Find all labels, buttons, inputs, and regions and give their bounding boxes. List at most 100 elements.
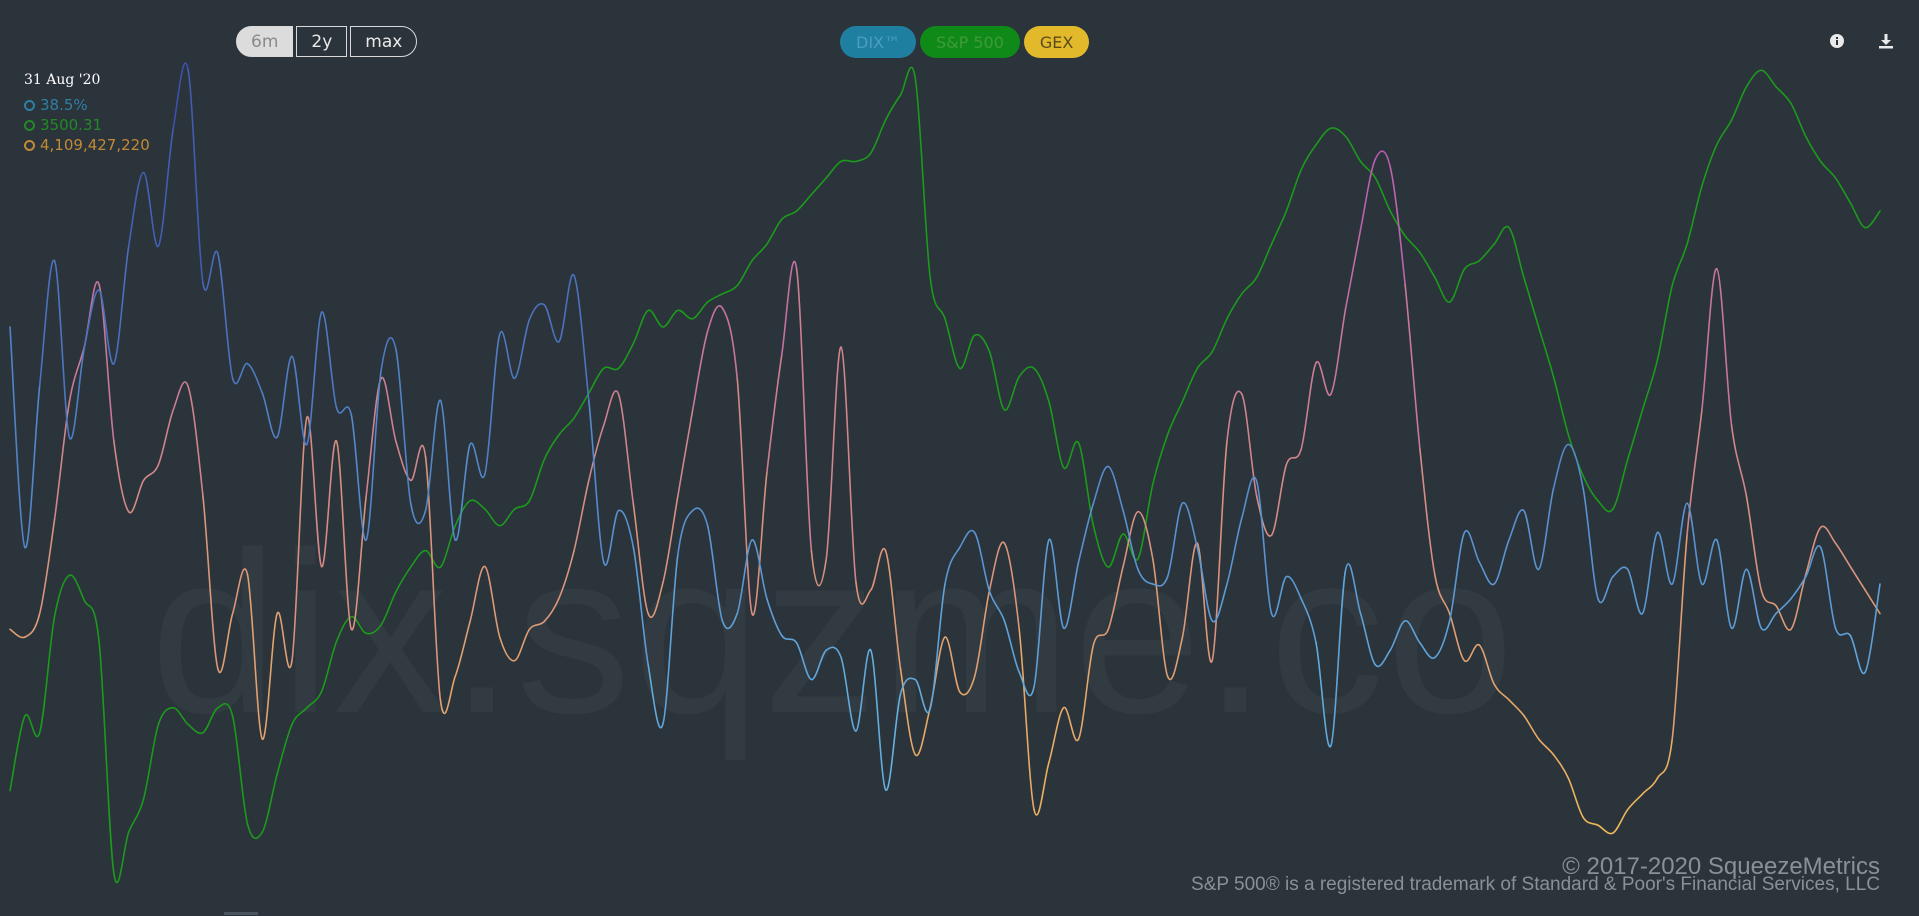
dix-line-segment-113 — [1686, 502, 1703, 585]
gex-line-segment-2 — [38, 518, 56, 615]
range-6m-button[interactable]: 6m — [236, 26, 294, 57]
spx-line-segment-14 — [216, 702, 234, 717]
gex-line-segment-109 — [1626, 793, 1644, 811]
dix-line-segment-37 — [558, 273, 575, 343]
spx-line-segment-110 — [1641, 359, 1659, 411]
dix-line-segment-73 — [1092, 465, 1110, 505]
spx-line-segment-69 — [1033, 367, 1050, 403]
dix-line-segment-67 — [1003, 619, 1021, 674]
gex-line-segment-48 — [721, 307, 739, 380]
spx-line-segment-112 — [1671, 243, 1688, 287]
dix-line-segment-2 — [38, 259, 56, 387]
spx-line-segment-59 — [884, 94, 902, 121]
gex-line-segment-9 — [142, 463, 160, 482]
spx-line-segment-73 — [1092, 524, 1110, 568]
spx-line-segment-95 — [1419, 251, 1436, 279]
dix-line-segment-28 — [424, 399, 442, 512]
navigator-handle[interactable] — [224, 912, 258, 915]
spx-line-segment-23 — [350, 615, 367, 635]
dix-line-segment-63 — [944, 546, 961, 585]
spx-line-segment-37 — [558, 417, 575, 436]
spx-line-segment-108 — [1612, 458, 1629, 510]
spx-line-segment-46 — [691, 301, 709, 320]
dix-line-segment-86 — [1285, 575, 1302, 600]
spx-line-segment-11 — [172, 707, 189, 726]
spx-line-segment-99 — [1478, 243, 1495, 262]
gex-line-segment-58 — [869, 547, 887, 591]
spx-line-segment-55 — [825, 160, 842, 179]
spx-marker-icon — [24, 119, 35, 131]
dix-line-segment-27 — [409, 502, 427, 525]
range-max-button[interactable]: max — [350, 26, 418, 57]
dix-line-segment-3 — [53, 259, 71, 438]
spx-line-segment-84 — [1255, 243, 1273, 279]
dix-line-segment-33 — [498, 330, 516, 380]
gex-line-segment-32 — [484, 565, 501, 638]
gex-line-segment-105 — [1567, 777, 1584, 819]
copyright: © 2017-2020 SqueezeMetrics — [1562, 853, 1880, 880]
gex-line-segment-108 — [1612, 808, 1629, 834]
info-icon[interactable] — [1828, 32, 1846, 50]
dix-line-segment-99 — [1478, 561, 1495, 586]
gex-line-segment-77 — [1151, 557, 1169, 678]
spx-line-segment-120 — [1790, 102, 1807, 138]
spx-line-segment-7 — [113, 831, 130, 884]
spx-line-segment-100 — [1493, 225, 1510, 245]
toggle-spx[interactable]: S&P 500 — [920, 26, 1020, 58]
gex-line-segment-65 — [973, 589, 991, 678]
dix-line-segment-7 — [113, 245, 130, 365]
dix-line-segment-117 — [1745, 568, 1763, 629]
gex-line-segment-31 — [469, 565, 486, 623]
spx-line-segment-106 — [1582, 475, 1599, 502]
gex-line-segment-36 — [543, 597, 560, 623]
dix-line-segment-97 — [1448, 531, 1466, 622]
gex-line-segment-125 — [1864, 589, 1881, 615]
dix-line-segment-50 — [751, 539, 768, 600]
gex-line-segment-3 — [53, 401, 71, 521]
gex-line-segment-88 — [1315, 360, 1332, 397]
dix-line-segment-23 — [350, 414, 367, 541]
trademark: S&P 500® is a registered trademark of St… — [1191, 874, 1880, 895]
toggle-gex[interactable]: GEX — [1023, 26, 1090, 58]
spx-line-segment-111 — [1656, 284, 1674, 361]
dix-line-segment-15 — [231, 362, 249, 385]
dix-line-segment-98 — [1463, 529, 1481, 563]
dix-line-segment-108 — [1612, 566, 1629, 578]
dix-line-segment-81 — [1211, 583, 1228, 623]
dix-line-segment-49 — [736, 539, 753, 615]
download-icon[interactable] — [1877, 32, 1895, 50]
dix-line-segment-26 — [395, 348, 412, 505]
dix-line-segment-87 — [1300, 597, 1317, 644]
gex-line-segment-96 — [1433, 573, 1451, 615]
dix-line-segment-96 — [1433, 619, 1451, 659]
dix-line-segment-66 — [988, 590, 1006, 622]
dix-line-segment-121 — [1804, 544, 1822, 578]
dix-line-segment-41 — [617, 509, 635, 549]
dix-line-segment-82 — [1226, 517, 1243, 585]
spx-line-segment-58 — [869, 119, 887, 154]
gex-line-segment-110 — [1641, 777, 1659, 795]
gex-line-segment-30 — [454, 620, 471, 678]
dix-line-segment-116 — [1730, 568, 1748, 629]
spx-line-segment-88 — [1315, 127, 1332, 146]
range-2y-button[interactable]: 2y — [296, 26, 348, 57]
dix-line-segment-6 — [98, 289, 115, 365]
dix-line-segment-110 — [1641, 531, 1659, 615]
dix-line-segment-29 — [439, 399, 457, 541]
gex-line-segment-20 — [306, 416, 323, 568]
spx-line-segment-86 — [1285, 168, 1302, 212]
dix-line-segment-95 — [1419, 642, 1436, 659]
dix-line-segment-9 — [142, 171, 160, 247]
gex-line-segment-10 — [157, 409, 175, 466]
dix-line-segment-91 — [1359, 612, 1377, 666]
toggle-dix[interactable]: DIX™ — [840, 26, 916, 58]
gex-line-segment-123 — [1834, 542, 1852, 568]
spx-line-segment-121 — [1804, 135, 1822, 163]
gex-line-segment-29 — [439, 675, 457, 715]
spx-line-segment-83 — [1241, 276, 1258, 295]
gex-line-segment-114 — [1701, 267, 1718, 411]
gex-line-segment-74 — [1107, 565, 1124, 631]
gex-line-segment-21 — [320, 440, 338, 568]
gex-line-segment-51 — [766, 354, 783, 474]
